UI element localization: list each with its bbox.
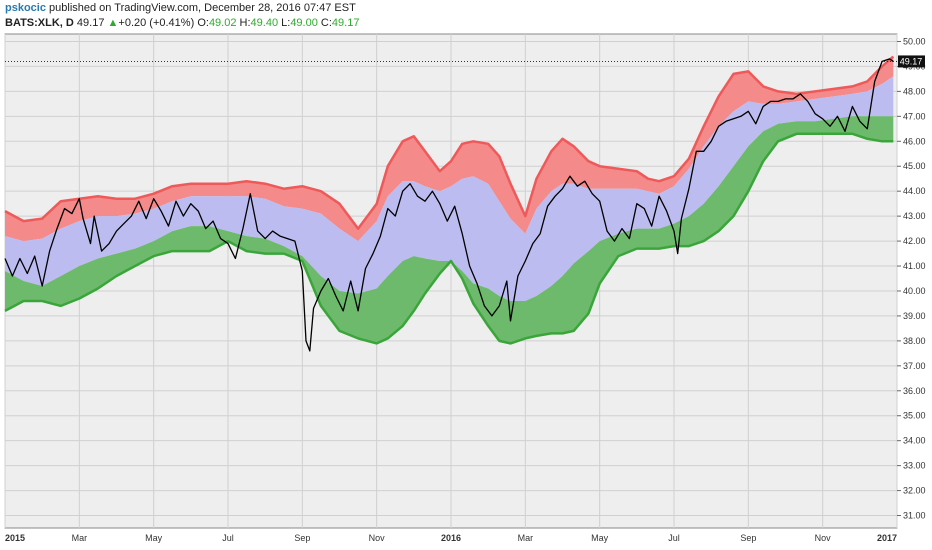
series-lines (4, 55, 895, 352)
high-label: H: (239, 17, 251, 29)
y-tick-label: 50.00 (903, 36, 926, 46)
price-line (4, 58, 894, 352)
y-tick-label: 46.00 (903, 136, 926, 146)
x-tick-label: Jul (668, 533, 680, 543)
grid-lines (4, 34, 898, 528)
x-tick-label: May (591, 533, 609, 543)
x-tick-label: Jul (222, 533, 234, 543)
price-marker: 49.17 (5, 55, 925, 68)
y-tick-label: 48.00 (903, 86, 926, 96)
low-value: 49.00 (290, 17, 318, 29)
lower-band-line (4, 132, 894, 345)
x-tick-label: 2017 (877, 533, 897, 543)
x-tick-label: Nov (369, 533, 386, 543)
y-tick-label: 44.00 (903, 186, 926, 196)
last-price-badge (898, 55, 925, 68)
y-tick-label: 42.00 (903, 236, 926, 246)
y-tick-label: 35.00 (903, 411, 926, 421)
last-price: 49.17 (76, 17, 105, 29)
y-tick-label: 33.00 (903, 461, 926, 471)
band-fills (5, 56, 894, 344)
high-value: 49.40 (250, 17, 279, 29)
open-label: O: (197, 17, 209, 29)
y-tick-label: 40.00 (903, 286, 926, 296)
published-text: published on TradingView.com, December 2… (49, 2, 356, 14)
y-tick-label: 34.00 (903, 436, 926, 446)
symbol-label[interactable]: BATS:XLK, D (5, 17, 74, 29)
x-tick-label: Nov (815, 533, 832, 543)
y-tick-label: 37.00 (903, 361, 926, 371)
publish-line: pskocic published on TradingView.com, De… (5, 1, 905, 16)
y-tick-label: 45.00 (903, 161, 926, 171)
open-value: 49.02 (208, 17, 237, 29)
change-value: +0.20 (+0.41%) (118, 17, 195, 29)
x-tick-label: Mar (518, 533, 534, 543)
chart-header: pskocic published on TradingView.com, De… (5, 1, 905, 31)
last-price-badge-label: 49.17 (900, 56, 923, 66)
upper-band-line (4, 55, 895, 230)
x-tick-label: May (145, 533, 163, 543)
lower-band-fill (5, 116, 894, 344)
middle-band-fill (5, 76, 894, 302)
low-label: L: (281, 17, 291, 29)
y-tick-label: 41.00 (903, 261, 926, 271)
close-label: C: (320, 17, 332, 29)
x-tick-label: 2016 (441, 533, 461, 543)
y-tick-label: 36.00 (903, 386, 926, 396)
y-tick-label: 43.00 (903, 211, 926, 221)
y-tick-label: 31.00 (903, 511, 926, 521)
author-link[interactable]: pskocic (5, 2, 46, 14)
upper-band-fill (5, 56, 894, 242)
up-arrow-icon: ▲ (107, 17, 119, 29)
x-tick-label: 2015 (5, 533, 25, 543)
x-tick-label: Sep (740, 533, 756, 543)
close-value: 49.17 (331, 17, 360, 29)
y-tick-label: 39.00 (903, 311, 926, 321)
y-tick-label: 38.00 (903, 336, 926, 346)
x-tick-label: Sep (294, 533, 310, 543)
y-tick-label: 32.00 (903, 486, 926, 496)
ohlc-line: BATS:XLK, D 49.17 ▲+0.20 (+0.41%) O:49.0… (5, 16, 905, 31)
x-tick-label: Mar (72, 533, 88, 543)
y-tick-label: 47.00 (903, 111, 926, 121)
x-axis[interactable]: 2015 Mar May Jul Sep Nov 2016 Mar May Jul Sep Nov 20… (5, 533, 897, 543)
y-axis[interactable]: 50.0049.0048.0047.0046.0045.0044.0043.00… (897, 36, 926, 521)
